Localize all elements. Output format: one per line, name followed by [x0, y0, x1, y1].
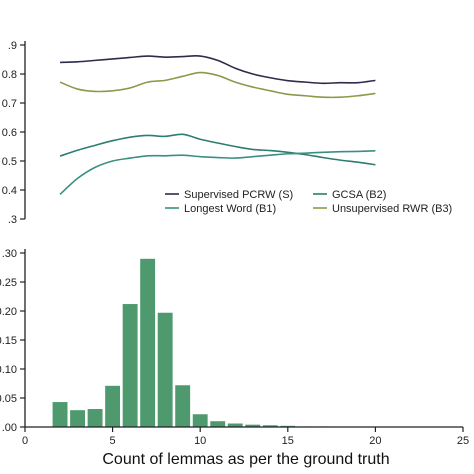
bar [157, 312, 173, 427]
bar [192, 414, 208, 427]
line-chart-panel: .3 0.4 0.5 0.6 0.7 0.8 .9 Supervised PCRW (S) G… [2, 40, 453, 226]
y-tick-label-top: .9 [8, 40, 17, 52]
x-tick-label: 15 [282, 435, 294, 447]
x-tick-label: 0 [22, 435, 28, 447]
bar [70, 410, 86, 427]
y-tick-label-top: 0.6 [2, 127, 17, 139]
bar [175, 385, 191, 427]
x-tick-label: 20 [369, 435, 381, 447]
y-tick-label-bottom: 0.20 [0, 306, 17, 318]
x-tick-label: 5 [110, 435, 116, 447]
legend: Supervised PCRW (S) GCSA (B2) Longest Word… [165, 189, 452, 215]
y-tick-label-bottom: 0.10 [0, 364, 17, 376]
bottom-axes: .00 0.05 0.10 0.15 0.20 0.25 .30 0 5 10 15 20 25 [0, 248, 469, 447]
bar [262, 425, 278, 427]
bar [105, 385, 121, 427]
x-tick-label: 25 [457, 435, 469, 447]
y-tick-label-bottom: .30 [2, 248, 17, 260]
bar [140, 258, 156, 427]
y-tick-label-top: 0.5 [2, 156, 17, 168]
series-line-2 [59, 133, 376, 166]
bar [52, 402, 68, 427]
legend-label: Longest Word (B1) [184, 203, 276, 215]
y-tick-label-top: 0.8 [2, 69, 17, 81]
bar [210, 421, 226, 427]
series-line-1 [60, 55, 376, 85]
line-series-group [59, 55, 376, 195]
y-tick-label-bottom: 0.15 [0, 335, 17, 347]
legend-label: Unsupervised RWR (B3) [332, 203, 452, 215]
bar [245, 424, 261, 427]
legend-label: Supervised PCRW (S) [184, 189, 293, 201]
y-tick-label-top: 0.4 [2, 185, 17, 197]
y-tick-label-bottom: 0.05 [0, 393, 17, 405]
legend-label: GCSA (B2) [332, 189, 386, 201]
top-axes: .3 0.4 0.5 0.6 0.7 0.8 .9 [2, 40, 26, 226]
y-tick-label-top: 0.7 [2, 98, 17, 110]
bar [87, 409, 103, 427]
series-line-3 [59, 150, 376, 195]
bar [122, 304, 138, 427]
y-tick-label-top: .3 [8, 214, 17, 226]
bar-group [52, 258, 383, 427]
y-tick-label-bottom: .00 [2, 422, 17, 434]
bar [227, 423, 243, 427]
x-tick-label: 10 [194, 435, 206, 447]
series-line-4 [59, 71, 376, 99]
x-axis-title: Count of lemmas as per the ground truth [102, 451, 389, 468]
y-tick-label-bottom: 0.25 [0, 277, 17, 289]
histogram-panel: .00 0.05 0.10 0.15 0.20 0.25 .30 0 5 10 15 20 25 Cou… [0, 248, 469, 468]
